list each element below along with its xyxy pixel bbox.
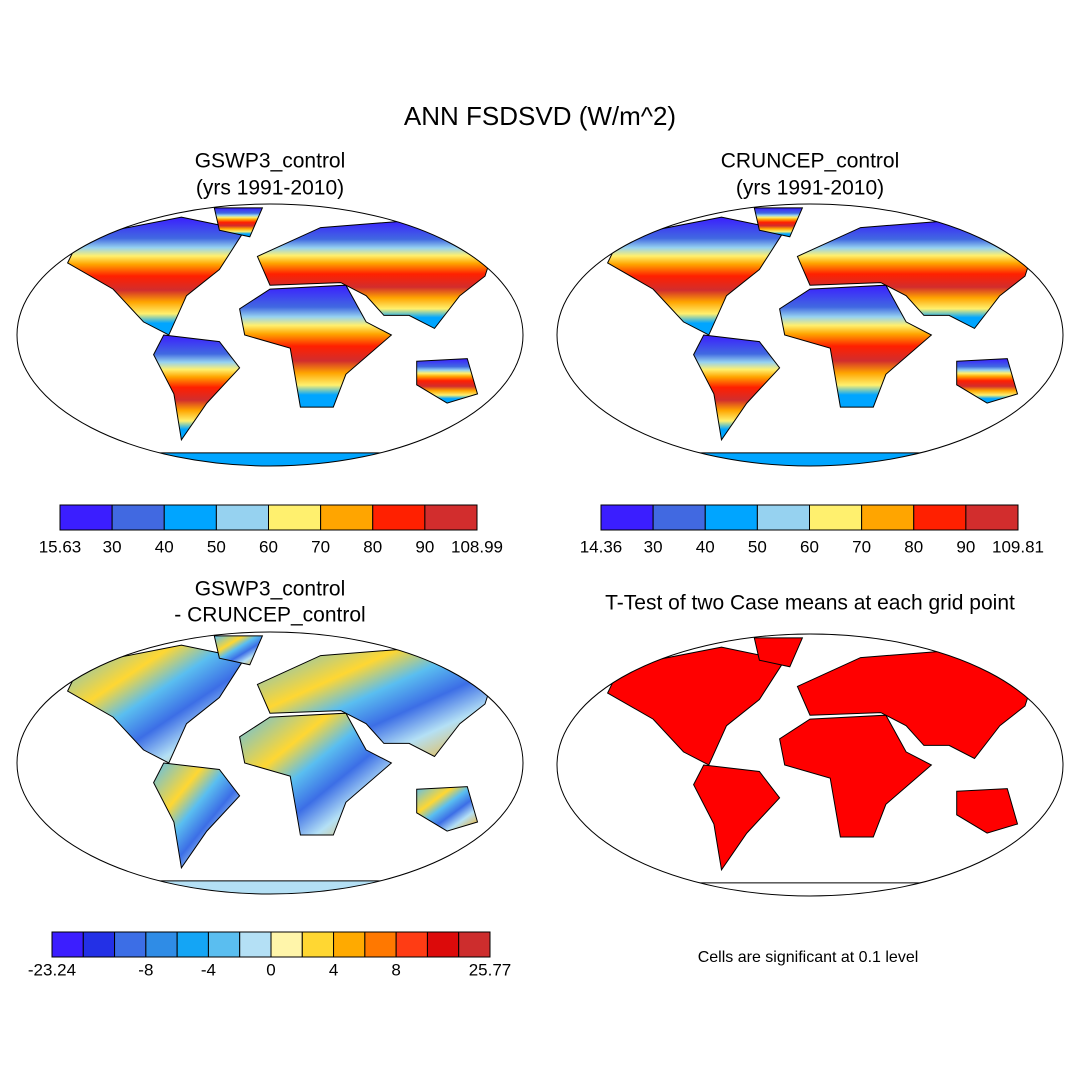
continent bbox=[153, 334, 241, 442]
colorbar-box bbox=[239, 931, 272, 958]
colorbar-box bbox=[59, 504, 113, 531]
colorbar-box bbox=[426, 931, 460, 958]
colorbar-label: 80 bbox=[904, 537, 923, 556]
map bbox=[16, 203, 524, 467]
colorbar-box bbox=[301, 931, 335, 958]
colorbar-box bbox=[913, 504, 967, 531]
continent bbox=[66, 644, 246, 764]
colorbar-box bbox=[809, 504, 863, 531]
colorbar-label: 4 bbox=[329, 960, 338, 979]
colorbar-label: 14.36 bbox=[580, 537, 623, 556]
panel-title: T-Test of two Case means at each grid po… bbox=[605, 592, 1015, 615]
map-border bbox=[556, 633, 1064, 897]
continent bbox=[606, 646, 786, 766]
colorbar-label: 80 bbox=[363, 537, 382, 556]
colorbar-label: 70 bbox=[852, 537, 871, 556]
continent bbox=[213, 207, 264, 238]
continent bbox=[416, 358, 479, 404]
map-land bbox=[606, 637, 1039, 896]
panel-note: Cells are significant at 0.1 level bbox=[698, 949, 919, 966]
map-border bbox=[556, 203, 1064, 467]
continent bbox=[153, 762, 241, 870]
colorbar-label: 40 bbox=[155, 537, 174, 556]
figure-title: ANN FSDSVD (W/m^2) bbox=[404, 101, 676, 131]
continent bbox=[753, 637, 804, 668]
continent bbox=[956, 358, 1019, 404]
colorbar-box bbox=[652, 504, 706, 531]
colorbar-box bbox=[395, 931, 428, 958]
map-land bbox=[606, 207, 1039, 466]
colorbar-box bbox=[458, 931, 491, 958]
colorbar-label: 30 bbox=[644, 537, 663, 556]
panel-title: GSWP3_control bbox=[195, 578, 346, 601]
colorbar-label: 90 bbox=[956, 537, 975, 556]
colorbar-label: 8 bbox=[391, 960, 400, 979]
map-land bbox=[66, 207, 499, 466]
colorbar-label: 15.63 bbox=[39, 537, 82, 556]
continent bbox=[239, 712, 393, 836]
continent bbox=[779, 714, 933, 838]
colorbar-label: 40 bbox=[696, 537, 715, 556]
continent bbox=[693, 334, 781, 442]
panel-title: CRUNCEP_control bbox=[721, 150, 900, 173]
colorbar-box bbox=[268, 504, 322, 531]
colorbar-box bbox=[965, 504, 1019, 531]
panel-subtitle: (yrs 1991-2010) bbox=[196, 177, 344, 200]
colorbar-label: 0 bbox=[266, 960, 275, 979]
continent bbox=[956, 788, 1019, 834]
colorbar-box bbox=[270, 931, 303, 958]
colorbar-box bbox=[114, 931, 147, 958]
colorbar-label: 30 bbox=[103, 537, 122, 556]
colorbar-box bbox=[704, 504, 758, 531]
panel-subtitle: (yrs 1991-2010) bbox=[736, 177, 884, 200]
colorbar-box bbox=[333, 931, 366, 958]
colorbar-label: 90 bbox=[415, 537, 434, 556]
continent bbox=[779, 284, 933, 408]
colorbar-label: 109.81 bbox=[992, 537, 1044, 556]
colorbar-label: 50 bbox=[748, 537, 767, 556]
continent bbox=[213, 635, 264, 666]
continent bbox=[66, 216, 246, 336]
colorbar-label: 25.77 bbox=[469, 960, 512, 979]
colorbar-label: 60 bbox=[800, 537, 819, 556]
colorbar-box bbox=[176, 931, 209, 958]
map-border bbox=[16, 631, 524, 895]
colorbar-box bbox=[111, 504, 165, 531]
map-border bbox=[16, 203, 524, 467]
colorbar-label: -23.24 bbox=[28, 960, 76, 979]
colorbar-box bbox=[207, 931, 241, 958]
colorbar-box bbox=[364, 931, 397, 958]
colorbar-label: -4 bbox=[201, 960, 216, 979]
colorbar-box bbox=[756, 504, 810, 531]
colorbar-box bbox=[163, 504, 217, 531]
colorbar-box bbox=[82, 931, 116, 958]
continent bbox=[416, 786, 479, 832]
colorbar-box bbox=[51, 931, 84, 958]
colorbar-label: 60 bbox=[259, 537, 278, 556]
colorbar-box bbox=[424, 504, 478, 531]
colorbar-label: 70 bbox=[311, 537, 330, 556]
panel-subtitle: - CRUNCEP_control bbox=[174, 604, 365, 627]
continent bbox=[606, 216, 786, 336]
colorbar-box bbox=[320, 504, 374, 531]
map bbox=[556, 633, 1064, 897]
continent bbox=[239, 284, 393, 408]
colorbar-box bbox=[215, 504, 269, 531]
map bbox=[16, 631, 524, 895]
colorbar-box bbox=[600, 504, 654, 531]
map bbox=[556, 203, 1064, 467]
map-land bbox=[66, 635, 499, 894]
continent bbox=[753, 207, 804, 238]
colorbar-label: 50 bbox=[207, 537, 226, 556]
colorbar-box bbox=[372, 504, 426, 531]
colorbar-label: -8 bbox=[138, 960, 153, 979]
panel-title: GSWP3_control bbox=[195, 150, 346, 173]
colorbar-box bbox=[145, 931, 178, 958]
colorbar-label: 108.99 bbox=[451, 537, 503, 556]
colorbar-box bbox=[861, 504, 915, 531]
continent bbox=[693, 764, 781, 872]
